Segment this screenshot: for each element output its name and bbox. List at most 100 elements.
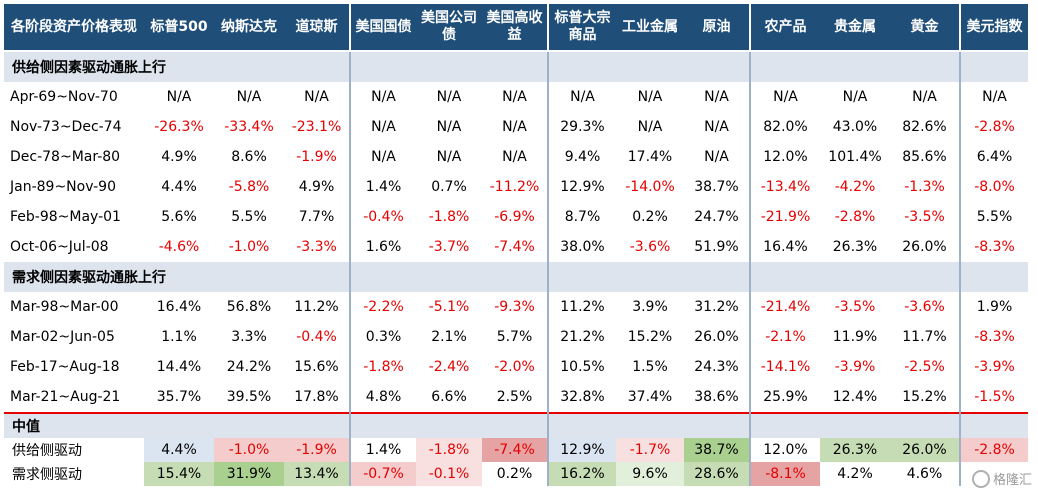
median-row: 需求侧驱动 15.4% 31.9% 13.4% -0.7% -0.1% 0.2% 16.2% 9… (4, 462, 1028, 486)
median-value-cell: 16.2% (547, 462, 616, 486)
watermark: 格隆汇 (971, 469, 1032, 488)
value-cell: 39.5% (226, 389, 272, 405)
value-cell: -11.2% (489, 179, 540, 195)
value-cell: N/A (349, 82, 416, 112)
section-filler (959, 51, 1028, 82)
section-filler (749, 262, 820, 292)
column-header: 工业金属 (616, 4, 684, 52)
value-cell: -8.3% (959, 232, 1028, 262)
value-cell: N/A (502, 89, 527, 105)
value-cell: -14.0% (625, 179, 675, 195)
median-title: 中值 (4, 412, 144, 438)
value-cell: 3.3% (231, 329, 267, 345)
value-cell: 4.9% (161, 149, 197, 165)
value-cell: 7.7% (298, 209, 335, 225)
median-value-cell: 0.2% (482, 462, 548, 486)
value-cell: -8.0% (959, 172, 1028, 202)
period-label: Nov-73~Dec-74 (10, 119, 122, 135)
value-cell: N/A (304, 89, 329, 105)
value-cell: N/A (436, 149, 462, 165)
value-cell: 101.4% (828, 149, 882, 165)
value-cell: 4.8% (349, 382, 416, 413)
value-cell: 12.0% (749, 142, 820, 172)
value-cell: 9.4% (547, 142, 616, 172)
section-filler (416, 51, 482, 82)
table-row: Apr-69~Nov-70 N/A N/A N/A N/A N/A N/A N/A N/A N/A… (4, 82, 1028, 112)
value-cell: 51.9% (694, 239, 739, 255)
value-cell: N/A (436, 119, 462, 135)
value-cell: N/A (704, 89, 729, 105)
period-label: Feb-98~May-01 (10, 209, 121, 225)
table-row: Oct-06~Jul-08 -4.6% -1.0% -3.3% 1.6% -3.7% -7.… (4, 232, 1028, 262)
section-filler (482, 51, 548, 82)
median-filler (284, 412, 350, 438)
value-cell: -33.4% (224, 119, 274, 135)
column-header: 美元指数 (959, 4, 1028, 52)
value-cell: 26.0% (902, 239, 947, 255)
value-cell: -1.8% (428, 209, 470, 225)
median-filler (416, 412, 482, 438)
column-header: 美国公司债 (416, 4, 482, 52)
value-cell: 3.9% (632, 299, 668, 315)
section-filler (616, 51, 684, 82)
median-value-cell: 1.4% (349, 438, 416, 462)
median-value-cell: 12.9% (547, 438, 616, 462)
section-filler (616, 262, 684, 292)
section-filler (349, 262, 416, 292)
section-header-row: 供给侧因素驱动通胀上行 (4, 51, 1028, 82)
section-filler (144, 51, 214, 82)
value-cell: N/A (349, 142, 416, 172)
value-cell: 15.2% (902, 389, 947, 405)
median-filler (820, 412, 890, 438)
section-filler (284, 51, 350, 82)
value-cell: 38.7% (694, 179, 739, 195)
value-cell: -2.2% (349, 292, 416, 322)
median-filler (144, 412, 214, 438)
value-cell: -0.4% (349, 202, 416, 232)
value-cell: 85.6% (902, 149, 947, 165)
period-label: Feb-17~Aug-18 (10, 359, 120, 375)
section-filler (349, 51, 416, 82)
table-row: Mar-02~Jun-05 1.1% 3.3% -0.4% 0.3% 2.1% 5.7% 21… (4, 322, 1028, 352)
value-cell: -3.5% (904, 209, 945, 225)
median-filler (214, 412, 284, 438)
value-cell: 1.1% (161, 329, 197, 345)
value-cell: N/A (704, 149, 729, 165)
table-row: Feb-98~May-01 5.6% 5.5% 7.7% -0.4% -1.8% -6.9%… (4, 202, 1028, 232)
column-header: 美国国债 (349, 4, 416, 52)
value-cell: -5.8% (228, 179, 270, 195)
value-cell: 26.3% (832, 239, 878, 255)
value-cell: 1.4% (349, 172, 416, 202)
value-cell: 17.8% (294, 389, 339, 405)
value-cell: -3.9% (959, 352, 1028, 382)
value-cell: -3.6% (629, 239, 671, 255)
median-filler (482, 412, 548, 438)
value-cell: 21.2% (547, 322, 616, 352)
value-cell: -23.1% (291, 119, 342, 135)
median-value-cell: -7.4% (482, 438, 548, 462)
value-cell: 35.7% (156, 389, 202, 405)
value-cell: N/A (637, 119, 663, 135)
value-cell: 1.6% (349, 232, 416, 262)
value-cell: 2.1% (431, 329, 467, 345)
period-label: Oct-06~Jul-08 (10, 239, 109, 255)
column-header: 黄金 (890, 4, 960, 52)
value-cell: -1.3% (904, 179, 945, 195)
value-cell: 4.9% (298, 179, 335, 195)
section-filler (890, 262, 960, 292)
value-cell: -2.5% (904, 359, 945, 375)
value-cell: 11.9% (832, 329, 878, 345)
value-cell: N/A (749, 82, 820, 112)
value-cell: -0.4% (296, 329, 337, 345)
median-value-cell: -2.8% (959, 438, 1028, 462)
table-row: Mar-98~Mar-00 16.4% 56.8% 11.2% -2.2% -5.1% -9… (4, 292, 1028, 322)
median-value-cell: -1.7% (616, 438, 684, 462)
value-cell: N/A (349, 112, 416, 142)
median-filler (349, 412, 416, 438)
value-cell: -3.3% (296, 239, 337, 255)
section-title: 需求侧因素驱动通胀上行 (4, 262, 166, 292)
median-value-cell: 4.2% (820, 462, 890, 486)
asset-performance-table: 各阶段资产价格表现 标普500 纳斯达克 道琼斯 美国国债 美国公司债 美国高收益 标普大宗… (4, 4, 1028, 486)
median-value-cell: 9.6% (616, 462, 684, 486)
section-title: 供给侧因素驱动通胀上行 (4, 51, 166, 82)
